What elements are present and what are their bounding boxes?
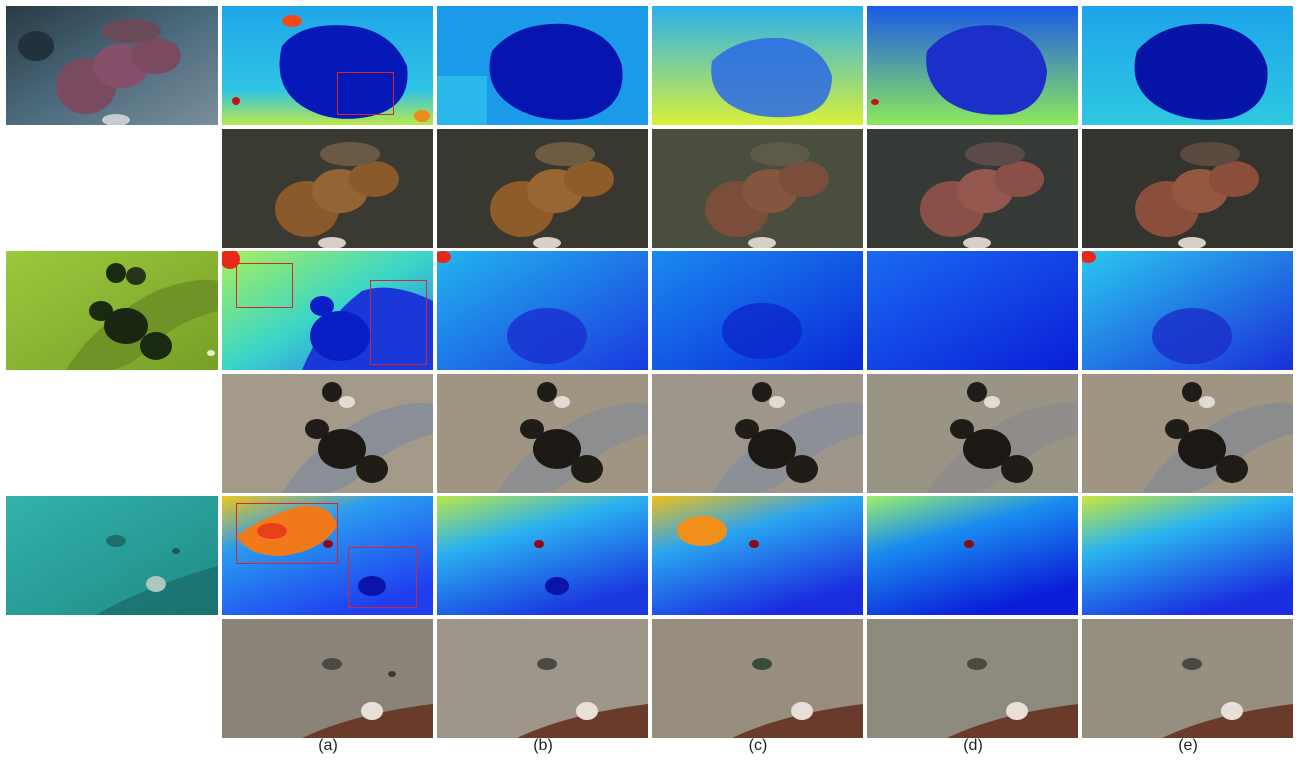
depth-map-sand-b [437, 496, 648, 615]
restored-image-sand-b [437, 619, 648, 738]
input-image-urchin [6, 251, 218, 370]
restored-image-urchin-b [437, 374, 648, 493]
restored-image-coral-b [437, 129, 648, 248]
input-image-sand [6, 496, 218, 615]
roi-box [337, 72, 394, 115]
depth-map-coral-e [1082, 6, 1293, 125]
roi-box [370, 280, 427, 365]
depth-map-urchin-a [222, 251, 433, 370]
roi-box [348, 547, 417, 608]
depth-map-coral-a [222, 6, 433, 125]
depth-map-sand-e [1082, 496, 1293, 615]
column-label-e: (e) [1178, 737, 1198, 754]
restored-image-sand-a [222, 619, 433, 738]
depth-map-coral-d [867, 6, 1078, 125]
column-label-c: (c) [748, 737, 768, 754]
column-label-a: (a) [318, 737, 338, 754]
depth-map-sand-c [652, 496, 863, 615]
roi-box [236, 503, 338, 564]
depth-map-coral-c [652, 6, 863, 125]
depth-map-sand-a [222, 496, 433, 615]
restored-image-urchin-e [1082, 374, 1293, 493]
restored-image-coral-a [222, 129, 433, 248]
restored-image-urchin-c [652, 374, 863, 493]
restored-image-sand-d [867, 619, 1078, 738]
restored-image-urchin-d [867, 374, 1078, 493]
restored-image-coral-e [1082, 129, 1293, 248]
depth-map-sand-d [867, 496, 1078, 615]
depth-map-urchin-d [867, 251, 1078, 370]
depth-map-urchin-c [652, 251, 863, 370]
column-label-d: (d) [963, 737, 983, 754]
restored-image-coral-c [652, 129, 863, 248]
restored-image-coral-d [867, 129, 1078, 248]
restored-image-urchin-a [222, 374, 433, 493]
depth-map-urchin-e [1082, 251, 1293, 370]
restored-image-sand-e [1082, 619, 1293, 738]
column-label-b: (b) [533, 737, 553, 754]
depth-map-coral-b [437, 6, 648, 125]
depth-map-urchin-b [437, 251, 648, 370]
roi-box [236, 263, 293, 308]
input-image-coral [6, 6, 218, 125]
restored-image-sand-c [652, 619, 863, 738]
